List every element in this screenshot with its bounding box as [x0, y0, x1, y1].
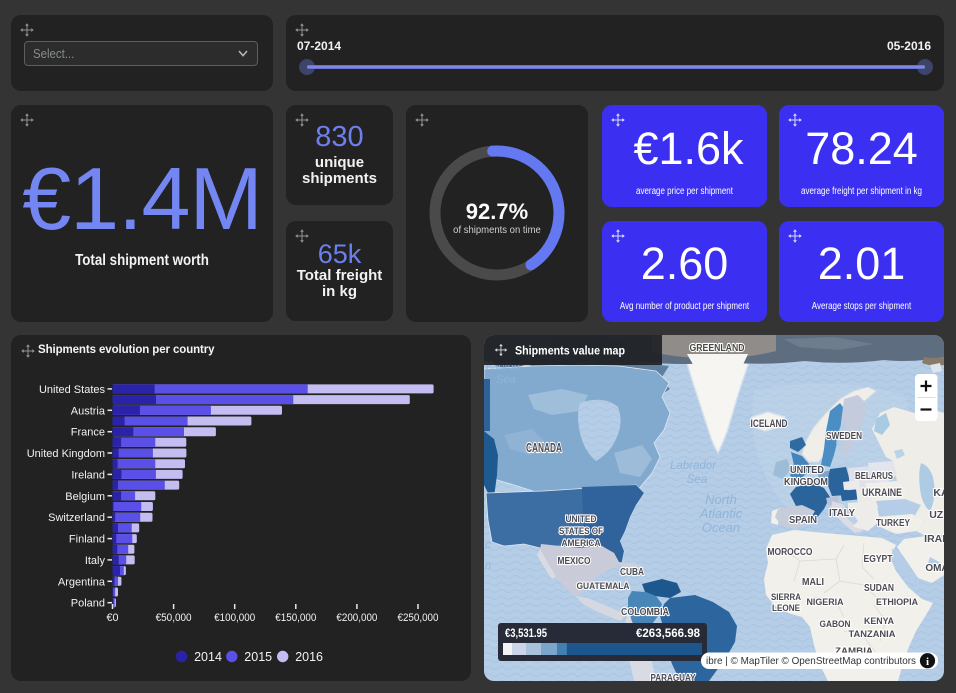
svg-text:SUDAN: SUDAN	[864, 583, 894, 594]
svg-text:France: France	[71, 427, 105, 439]
svg-text:LEONE: LEONE	[772, 603, 800, 613]
svg-text:Ocean: Ocean	[702, 520, 740, 535]
svg-text:United Kingdom: United Kingdom	[27, 448, 105, 460]
svg-text:IRAN: IRAN	[924, 533, 944, 545]
svg-text:MEXICO: MEXICO	[558, 556, 591, 567]
svg-text:BELARUS: BELARUS	[855, 470, 893, 482]
svg-text:Shipments value map: Shipments value map	[515, 344, 625, 358]
svg-text:COLOMBIA: COLOMBIA	[621, 607, 669, 618]
svg-text:EGYPT: EGYPT	[864, 554, 893, 565]
svg-text:€250,000: €250,000	[398, 612, 439, 624]
svg-text:TURKEY: TURKEY	[876, 517, 910, 529]
svg-text:€50,000: €50,000	[156, 612, 192, 624]
svg-text:AMERICA: AMERICA	[562, 538, 601, 549]
svg-text:United States: United States	[39, 384, 106, 396]
svg-text:CUBA: CUBA	[620, 567, 644, 578]
svg-text:North: North	[705, 492, 737, 507]
svg-text:ITALY: ITALY	[829, 507, 855, 519]
svg-text:SIERRA: SIERRA	[771, 592, 801, 602]
svg-text:n: n	[485, 560, 491, 572]
svg-text:Sea: Sea	[687, 474, 707, 486]
svg-text:€150,000: €150,000	[275, 612, 316, 624]
svg-text:€263,566.98: €263,566.98	[636, 628, 701, 640]
svg-text:SWEDEN: SWEDEN	[826, 430, 862, 442]
svg-text:KA: KA	[933, 487, 944, 499]
svg-text:Austria: Austria	[71, 405, 106, 417]
svg-text:ICELAND: ICELAND	[751, 418, 788, 430]
svg-text:Ireland: Ireland	[71, 469, 105, 481]
svg-text:GABON: GABON	[820, 619, 851, 630]
svg-text:PARAGUAY: PARAGUAY	[651, 673, 696, 681]
svg-text:Belgium: Belgium	[65, 491, 105, 503]
svg-text:i: i	[926, 656, 929, 668]
svg-text:OMA: OMA	[925, 563, 944, 574]
svg-text:NIGERIA: NIGERIA	[807, 597, 844, 608]
svg-text:€3,531.95: €3,531.95	[505, 628, 547, 640]
svg-text:ETHIOPIA: ETHIOPIA	[876, 597, 918, 608]
svg-text:STATES OF: STATES OF	[559, 526, 603, 537]
svg-text:Argentina: Argentina	[58, 576, 106, 588]
svg-text:2016: 2016	[295, 650, 323, 664]
svg-text:c: c	[485, 539, 491, 551]
svg-text:MOROCCO: MOROCCO	[768, 547, 813, 558]
svg-text:Labrador: Labrador	[670, 460, 717, 472]
svg-text:UKRAINE: UKRAINE	[862, 487, 902, 499]
svg-text:Poland: Poland	[71, 598, 105, 610]
svg-text:Italy: Italy	[85, 555, 106, 567]
svg-text:€100,000: €100,000	[214, 612, 255, 624]
svg-text:Sea: Sea	[496, 374, 516, 386]
svg-text:Switzerland: Switzerland	[48, 512, 105, 524]
svg-text:ibre | © MapTiler © OpenStreet: ibre | © MapTiler © OpenStreetMap contri…	[706, 655, 916, 667]
svg-text:UZB: UZB	[929, 509, 944, 521]
svg-text:€200,000: €200,000	[336, 612, 377, 624]
svg-text:2014: 2014	[194, 650, 222, 664]
svg-text:UNITED: UNITED	[566, 514, 597, 525]
svg-text:CANADA: CANADA	[526, 441, 562, 455]
svg-text:Atlantic: Atlantic	[699, 506, 743, 521]
svg-text:KINGDOM: KINGDOM	[784, 476, 828, 488]
svg-text:KENYA: KENYA	[864, 616, 894, 627]
svg-text:2015: 2015	[244, 650, 272, 664]
svg-text:€0: €0	[107, 612, 119, 624]
svg-text:UNITED: UNITED	[790, 464, 824, 476]
svg-text:GREENLAND: GREENLAND	[690, 342, 745, 354]
svg-text:SPAIN: SPAIN	[789, 514, 817, 526]
svg-text:Finland: Finland	[69, 534, 105, 546]
svg-text:TANZANIA: TANZANIA	[849, 629, 896, 640]
svg-text:GUATEMALA: GUATEMALA	[577, 581, 630, 592]
svg-text:MALI: MALI	[802, 577, 824, 588]
